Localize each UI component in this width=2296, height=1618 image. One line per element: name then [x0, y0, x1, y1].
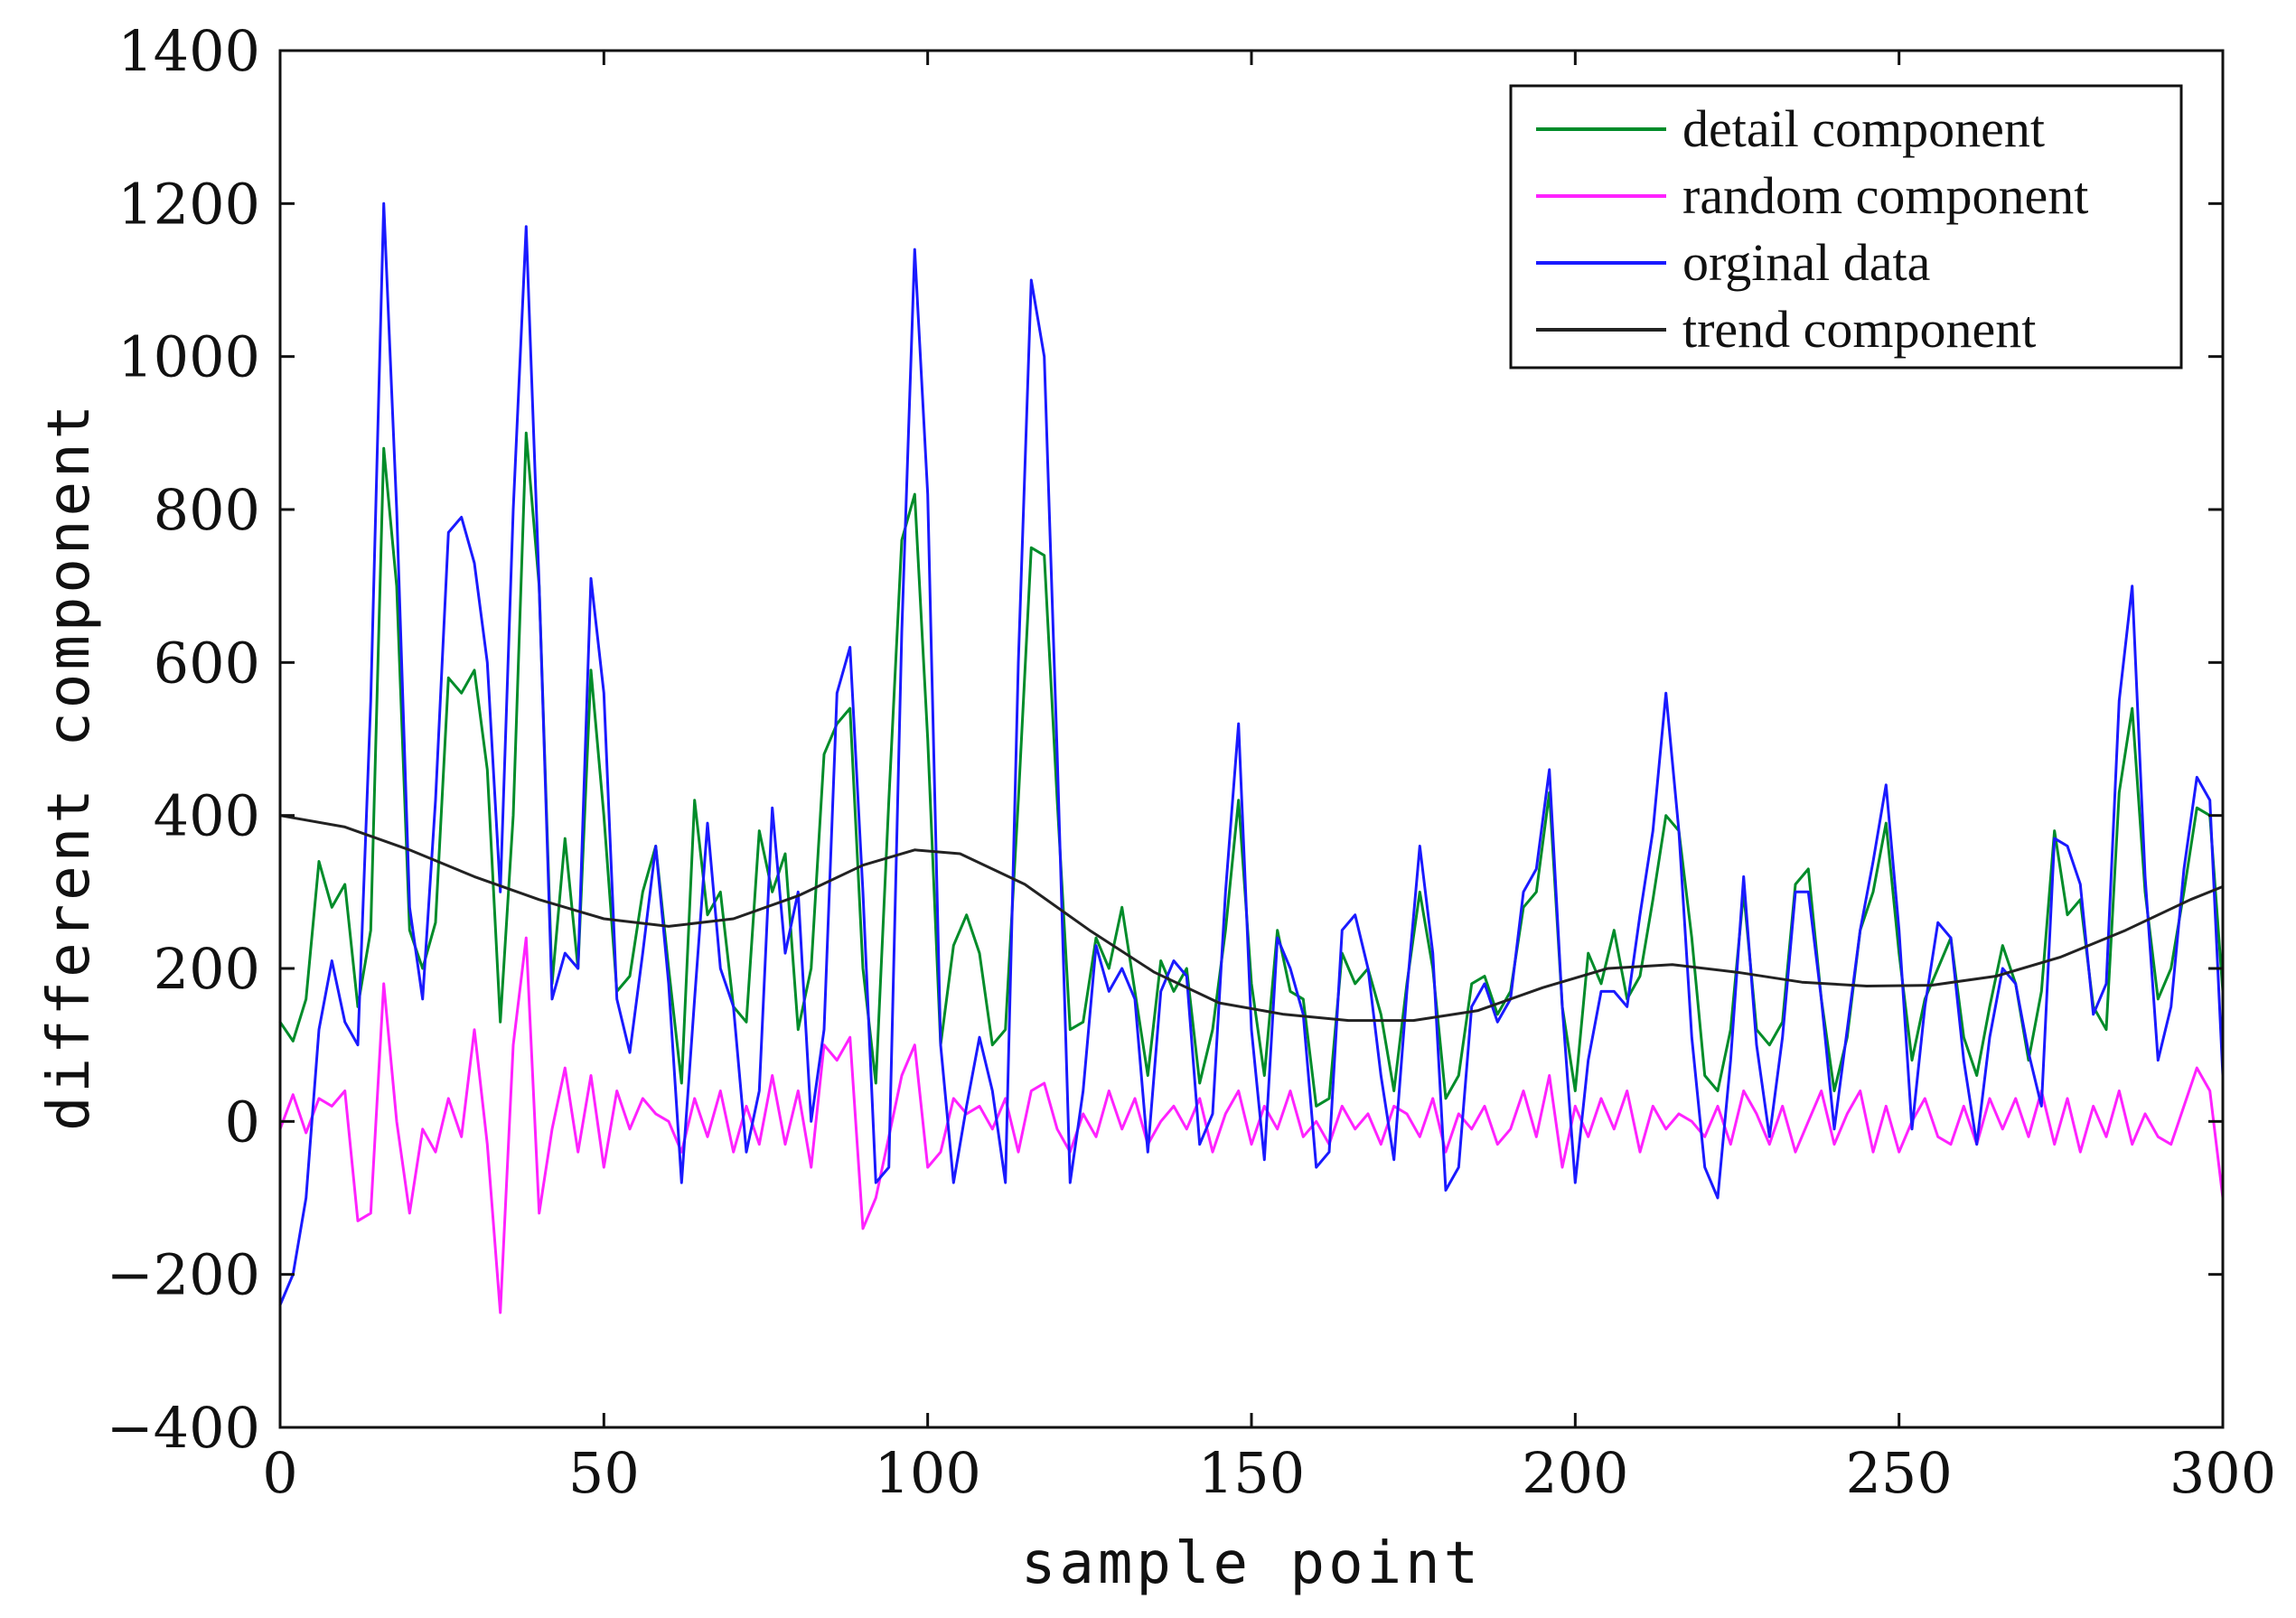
legend-label-orginal-data: orginal data	[1682, 233, 1930, 292]
x-tick-label: 150	[1198, 1440, 1305, 1506]
y-tick-label: 0	[225, 1089, 260, 1155]
x-tick-label: 50	[568, 1440, 640, 1506]
legend-label-detail-component: detail component	[1682, 99, 2045, 158]
series-line-detail-component	[278, 431, 2225, 1108]
legend: detail component random component orginal …	[1509, 84, 2183, 369]
legend-label-random-component: random component	[1682, 166, 2088, 225]
x-axis-title: sample point	[1021, 1530, 1482, 1597]
y-tick-label: 800	[154, 477, 260, 543]
x-tick-label: 200	[1522, 1440, 1628, 1506]
y-tick-label: 600	[154, 630, 260, 696]
y-tick-label: 1400	[117, 18, 260, 84]
y-tick-label: −200	[107, 1242, 260, 1308]
x-tick-label: 0	[262, 1440, 297, 1506]
x-tick-label: 300	[2169, 1440, 2276, 1506]
tick-layer: 0 50 100 150 200 250 300 −400 −200 0 200 400 600 800 1…	[107, 18, 2276, 1506]
x-tick-label: 250	[1845, 1440, 1952, 1506]
x-tick-label: 100	[874, 1440, 980, 1506]
y-tick-label: 200	[154, 936, 260, 1002]
y-tick-label: −400	[107, 1395, 260, 1461]
series-line-random-component	[278, 936, 2225, 1314]
y-tick-label: 1200	[117, 171, 260, 237]
series-line-orginal-data	[278, 201, 2225, 1306]
y-tick-label: 1000	[117, 324, 260, 390]
series-layer	[278, 201, 2225, 1314]
y-tick-label: 400	[154, 783, 260, 849]
legend-label-trend-component: trend component	[1682, 300, 2036, 359]
y-axis-title: different component	[36, 401, 103, 1131]
legend-box	[1509, 84, 2183, 369]
series-line-trend-component	[278, 814, 2225, 1023]
